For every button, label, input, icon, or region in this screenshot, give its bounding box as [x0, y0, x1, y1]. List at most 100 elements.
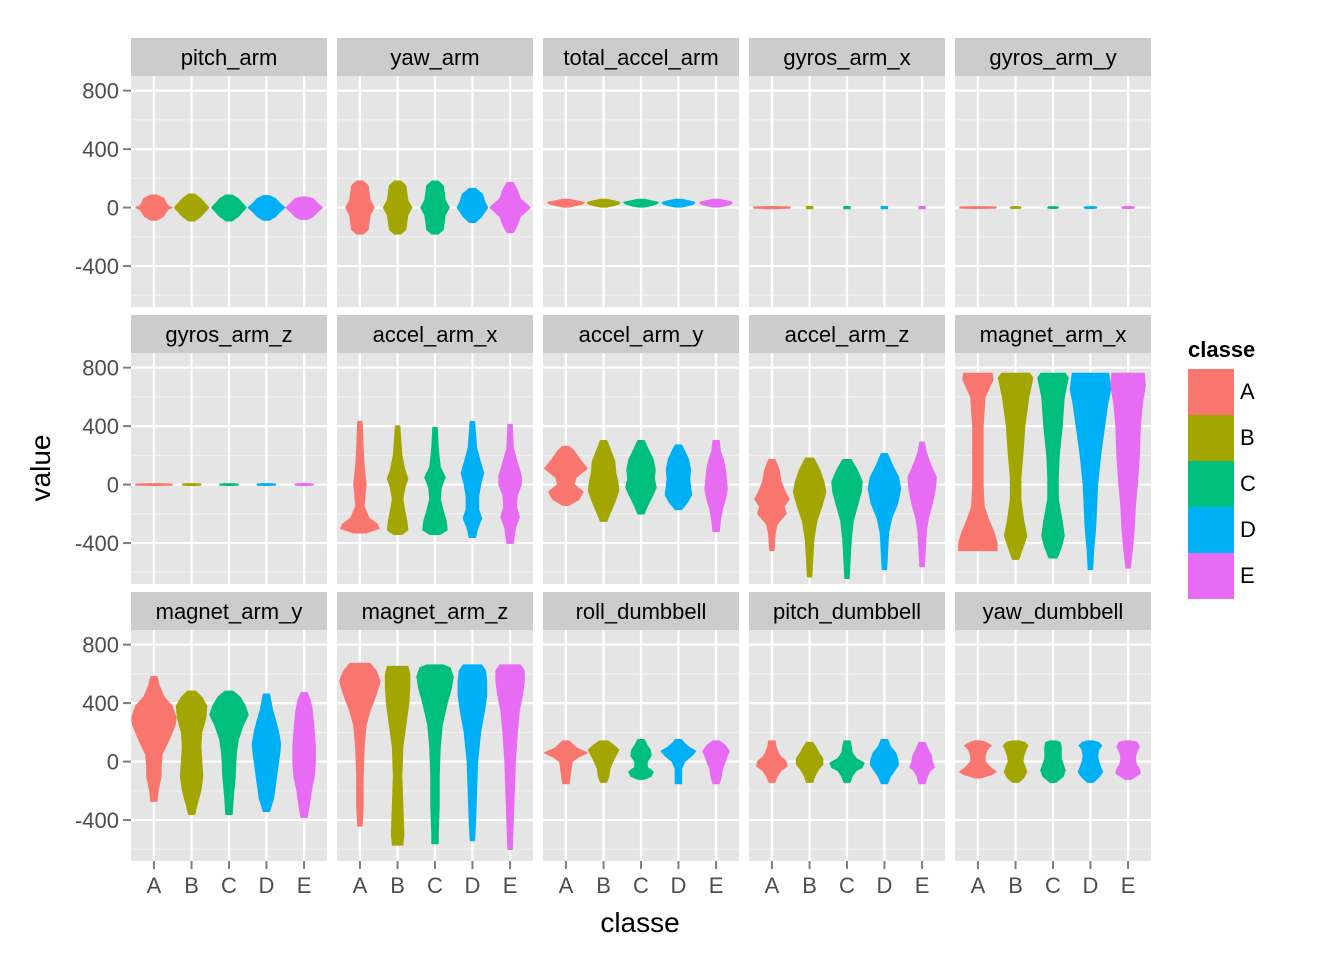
violin-pitch_dumbbell-A: [756, 740, 788, 783]
x-tick-label: A: [765, 873, 780, 898]
x-tick-label: B: [802, 873, 817, 898]
violin-magnet_arm_y-A: [131, 676, 177, 802]
facet-strip-label: total_accel_arm: [563, 45, 718, 70]
facet-strip-label: yaw_dumbbell: [983, 599, 1124, 624]
violin-magnet_arm_x-B: [997, 372, 1034, 560]
violin-accel_arm_z-C: [831, 458, 863, 579]
violin-magnet_arm_x-A: [958, 372, 998, 552]
violin-gyros_arm_y-A: [959, 206, 997, 210]
violin-roll_dumbbell-D: [660, 738, 697, 785]
violin-gyros_arm_z-B: [181, 483, 202, 487]
violin-gyros_arm_x-D: [880, 205, 889, 210]
y-tick-label: -400: [75, 531, 119, 556]
x-tick-label: C: [1045, 873, 1061, 898]
violin-gyros_arm_x-C: [843, 205, 851, 210]
violin-accel_arm_x-C: [422, 426, 448, 536]
facet-strip-label: pitch_dumbbell: [773, 599, 921, 624]
violin-accel_arm_z-D: [867, 453, 902, 571]
violin-pitch_dumbbell-D: [869, 738, 900, 785]
facet-strip: [749, 592, 945, 630]
x-tick-label: C: [427, 873, 443, 898]
violin-total_accel_arm-D: [661, 198, 696, 208]
violin-pitch_arm-C: [211, 194, 247, 222]
violin-yaw_dumbbell-D: [1077, 740, 1104, 783]
violin-gyros_arm_x-E: [918, 205, 926, 210]
facet-strip-label: roll_dumbbell: [576, 599, 707, 624]
violin-roll_dumbbell-A: [544, 740, 588, 785]
facet-strip: [131, 592, 327, 630]
facet-strip-label: gyros_arm_x: [783, 45, 910, 70]
violin-yaw_arm-C: [420, 180, 450, 235]
legend-key-E: [1188, 553, 1234, 599]
x-tick-label: E: [1121, 873, 1136, 898]
facet-strip-label: accel_arm_x: [373, 322, 498, 347]
legend-label-A: A: [1240, 379, 1255, 404]
facet-strip-label: pitch_arm: [181, 45, 278, 70]
x-tick-label: C: [633, 873, 649, 898]
x-tick-label: D: [464, 873, 480, 898]
y-tick-label: -400: [75, 254, 119, 279]
y-tick-label: 0: [107, 473, 119, 498]
violin-magnet_arm_z-B: [384, 665, 411, 846]
violin-magnet_arm_z-D: [457, 664, 488, 842]
violin-accel_arm_z-E: [907, 441, 937, 568]
violin-yaw_dumbbell-A: [959, 740, 997, 779]
violin-magnet_arm_x-D: [1069, 372, 1112, 571]
violin-accel_arm_z-A: [754, 458, 790, 552]
y-tick-label: -400: [75, 808, 119, 833]
violin-accel_arm_x-D: [460, 420, 485, 538]
violin-roll_dumbbell-C: [628, 738, 654, 780]
legend-key-A: [1188, 369, 1234, 415]
x-tick-label: E: [297, 873, 312, 898]
violin-magnet_arm_y-C: [209, 690, 249, 815]
x-tick-label: D: [258, 873, 274, 898]
x-tick-label: C: [221, 873, 237, 898]
violin-roll_dumbbell-B: [587, 740, 620, 783]
violin-pitch_arm-E: [285, 196, 323, 221]
y-tick-label: 800: [82, 79, 119, 104]
violin-gyros_arm_z-E: [294, 483, 314, 487]
violin-accel_arm_z-B: [792, 457, 827, 578]
violin-total_accel_arm-C: [623, 198, 659, 208]
legend-key-D: [1188, 507, 1234, 553]
facet-strip: [749, 315, 945, 353]
violin-gyros_arm_y-E: [1121, 206, 1135, 210]
violin-pitch_arm-B: [173, 193, 210, 222]
facet-strip: [337, 315, 533, 353]
facet-strip: [337, 592, 533, 630]
violin-pitch_arm-A: [135, 194, 173, 221]
violin-pitch_dumbbell-E: [909, 741, 935, 785]
x-tick-label: C: [839, 873, 855, 898]
x-tick-label: B: [596, 873, 611, 898]
violin-yaw_arm-E: [489, 181, 531, 234]
x-axis-title: classe: [600, 907, 679, 938]
violin-total_accel_arm-A: [547, 198, 585, 208]
violin-accel_arm_y-D: [664, 444, 693, 511]
violin-yaw_arm-A: [345, 180, 375, 235]
violin-accel_arm_x-A: [340, 420, 380, 534]
violin-gyros_arm_y-C: [1047, 206, 1059, 210]
violin-gyros_arm_z-D: [256, 483, 277, 487]
violin-pitch_dumbbell-C: [829, 740, 865, 783]
y-tick-label: 400: [82, 137, 119, 162]
facet-strip: [955, 38, 1151, 76]
x-tick-label: D: [670, 873, 686, 898]
y-tick-label: 800: [82, 356, 119, 381]
legend-label-C: C: [1240, 471, 1256, 496]
violin-yaw_dumbbell-B: [1002, 740, 1029, 783]
facet-strip-label: magnet_arm_y: [156, 599, 303, 624]
violin-roll_dumbbell-E: [702, 740, 730, 785]
x-tick-label: A: [147, 873, 162, 898]
violin-accel_arm_y-B: [587, 439, 620, 522]
violin-total_accel_arm-B: [586, 198, 621, 208]
facet-strip: [131, 315, 327, 353]
violin-magnet_arm_z-E: [495, 664, 525, 851]
facet-strip-label: accel_arm_z: [785, 322, 910, 347]
facet-strip: [955, 315, 1151, 353]
y-tick-label: 0: [107, 750, 119, 775]
x-tick-label: B: [184, 873, 199, 898]
violin-gyros_arm_x-B: [805, 205, 814, 210]
violin-accel_arm_y-E: [704, 439, 728, 533]
